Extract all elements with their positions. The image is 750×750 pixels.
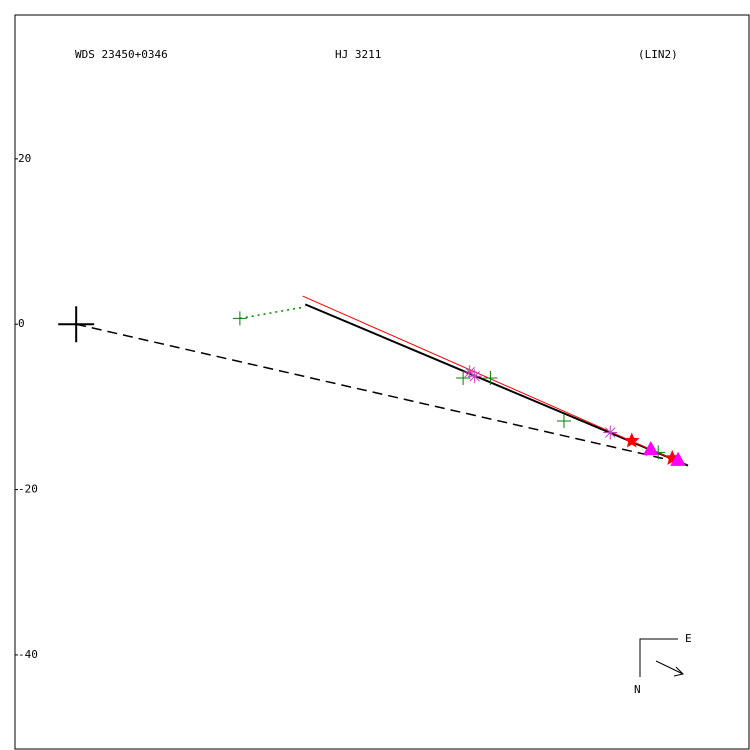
compass-east: E bbox=[685, 632, 692, 645]
fit-line bbox=[76, 323, 680, 464]
fit-line bbox=[304, 303, 689, 467]
fit-line bbox=[239, 306, 306, 320]
header-left: WDS 23450+0346 bbox=[75, 48, 168, 61]
observation-marker bbox=[232, 311, 247, 326]
observation-marker bbox=[623, 432, 640, 448]
observation-marker bbox=[462, 365, 477, 380]
y-tick-label: -20 bbox=[18, 483, 38, 496]
observation-marker bbox=[603, 425, 618, 440]
header-right: (LIN2) bbox=[638, 48, 678, 61]
y-tick-label: -40 bbox=[18, 648, 38, 661]
compass-axes bbox=[639, 638, 678, 677]
y-tick-label: 20 bbox=[18, 152, 31, 165]
observation-marker bbox=[670, 451, 686, 466]
plot-frame bbox=[14, 14, 750, 750]
observation-marker bbox=[642, 441, 659, 456]
header-center: HJ 3211 bbox=[335, 48, 381, 61]
observation-marker bbox=[456, 370, 471, 385]
y-tick-label: 0 bbox=[18, 317, 25, 330]
motion-arrow bbox=[655, 660, 684, 677]
fit-line bbox=[302, 295, 680, 463]
primary-star bbox=[58, 306, 95, 343]
observation-marker bbox=[483, 370, 498, 385]
observation-marker bbox=[556, 413, 571, 428]
compass-north: N bbox=[634, 683, 641, 696]
observation-marker bbox=[467, 369, 482, 384]
